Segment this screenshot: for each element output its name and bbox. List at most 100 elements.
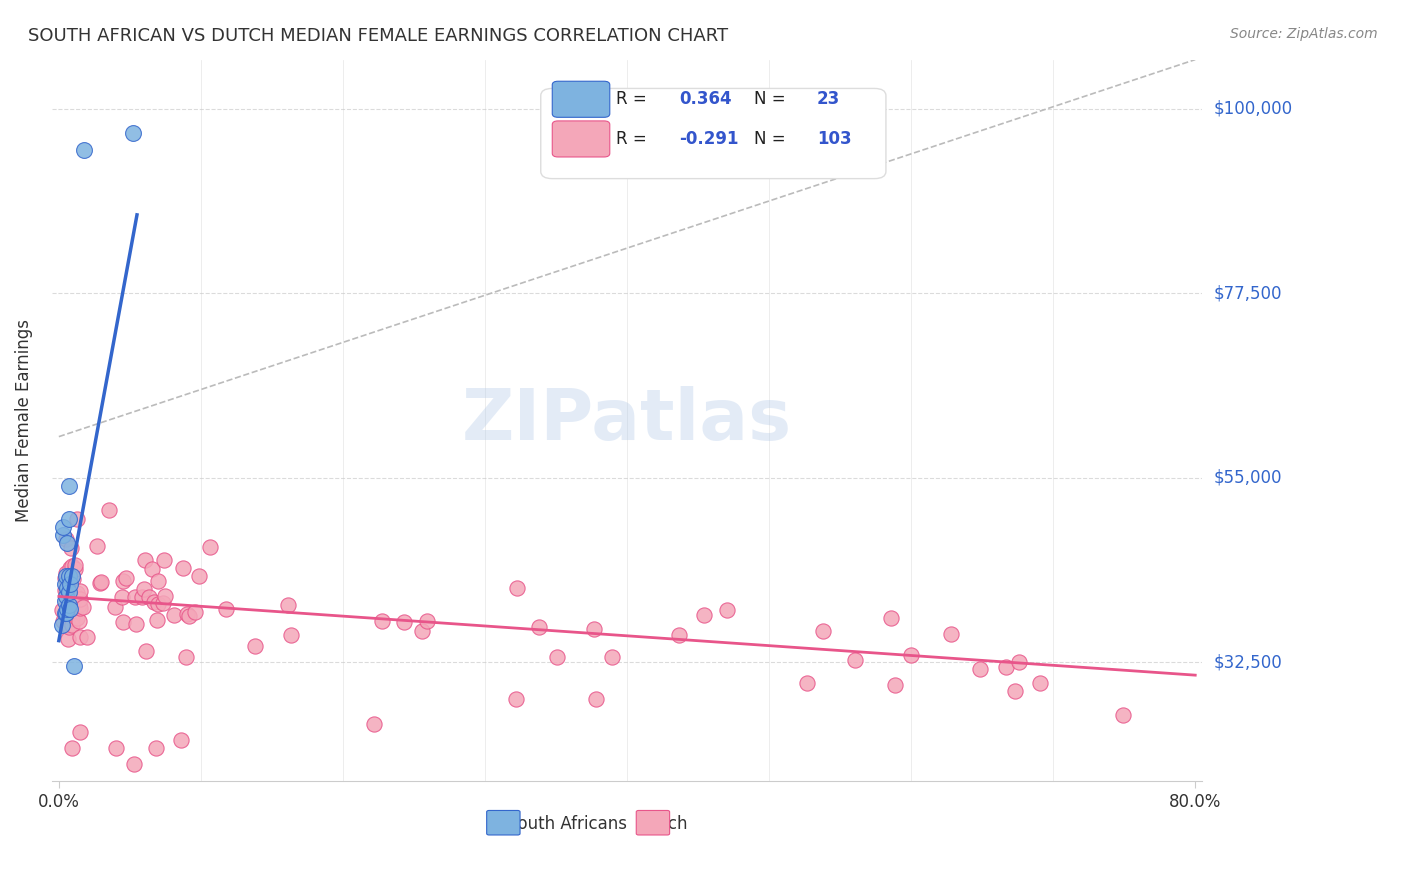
Text: $32,500: $32,500 <box>1213 653 1282 671</box>
Point <box>67 614 90 628</box>
Point <box>60 741 83 756</box>
Point <box>76 630 98 644</box>
Point <box>153 552 176 566</box>
Point <box>56 632 79 647</box>
Point <box>51 603 73 617</box>
Point <box>146 613 169 627</box>
FancyBboxPatch shape <box>541 88 886 178</box>
Point <box>59 561 82 575</box>
Point <box>135 644 157 658</box>
Point <box>98 503 121 517</box>
Point <box>124 757 146 772</box>
Point <box>121 127 143 141</box>
Point <box>58 569 80 583</box>
Point <box>163 607 186 622</box>
Point <box>66 586 89 600</box>
Point <box>411 624 433 638</box>
Point <box>58 620 80 634</box>
Point <box>51 618 73 632</box>
Point <box>844 653 866 667</box>
Point <box>134 582 156 597</box>
Point <box>63 562 86 576</box>
Point <box>56 581 79 595</box>
Point <box>62 572 84 586</box>
Point <box>66 611 89 625</box>
Point <box>58 585 80 599</box>
Point <box>73 143 96 157</box>
Point <box>174 649 197 664</box>
Text: N =: N = <box>754 130 790 148</box>
Point <box>58 606 80 620</box>
Point <box>53 577 76 591</box>
Point <box>55 606 77 620</box>
Point <box>880 611 903 625</box>
Point <box>416 614 439 628</box>
Text: 23: 23 <box>817 90 841 108</box>
Point <box>693 608 716 623</box>
Point <box>583 622 606 636</box>
Point <box>56 536 79 550</box>
Point <box>941 626 963 640</box>
Point <box>86 540 108 554</box>
Point <box>796 675 818 690</box>
Text: R =: R = <box>616 130 651 148</box>
Point <box>56 601 79 615</box>
Text: -0.291: -0.291 <box>679 130 738 148</box>
Point <box>112 574 135 589</box>
Point <box>52 520 75 534</box>
Point <box>1029 675 1052 690</box>
Point <box>811 624 834 638</box>
Point <box>53 571 76 585</box>
Point <box>170 732 193 747</box>
Point <box>153 589 176 603</box>
Point <box>60 598 83 612</box>
Point <box>55 566 77 580</box>
Point <box>245 639 267 653</box>
Point <box>142 595 165 609</box>
Point <box>505 692 527 706</box>
Point <box>59 601 82 615</box>
FancyBboxPatch shape <box>486 811 520 835</box>
Point <box>215 601 238 615</box>
Point <box>59 570 82 584</box>
Text: $100,000: $100,000 <box>1213 100 1292 118</box>
Point <box>141 562 163 576</box>
Point <box>60 569 83 583</box>
Point <box>59 577 82 591</box>
Point <box>172 561 194 575</box>
Point <box>104 741 127 756</box>
Point <box>58 598 80 612</box>
Point <box>994 660 1017 674</box>
Point <box>280 628 302 642</box>
Point <box>60 541 83 556</box>
Point <box>969 662 991 676</box>
Point <box>66 511 89 525</box>
Point <box>363 716 385 731</box>
Text: $55,000: $55,000 <box>1213 468 1282 487</box>
Point <box>506 581 529 595</box>
Point <box>63 588 86 602</box>
Point <box>69 724 91 739</box>
Point <box>55 590 77 604</box>
Text: 103: 103 <box>817 130 852 148</box>
Point <box>131 591 153 605</box>
Point <box>546 649 568 664</box>
Point <box>146 574 169 588</box>
Point <box>148 598 170 612</box>
Point <box>89 575 111 590</box>
Point <box>392 615 415 629</box>
Point <box>58 511 80 525</box>
Point <box>371 614 394 628</box>
Point <box>53 593 76 607</box>
FancyBboxPatch shape <box>637 811 669 835</box>
FancyBboxPatch shape <box>553 121 610 157</box>
Point <box>152 596 174 610</box>
Text: $77,500: $77,500 <box>1213 285 1282 302</box>
Point <box>69 584 91 599</box>
Point <box>55 569 77 583</box>
Text: South Africans: South Africans <box>508 815 627 833</box>
Point <box>52 528 75 542</box>
Text: SOUTH AFRICAN VS DUTCH MEDIAN FEMALE EARNINGS CORRELATION CHART: SOUTH AFRICAN VS DUTCH MEDIAN FEMALE EAR… <box>28 27 728 45</box>
Y-axis label: Median Female Earnings: Median Female Earnings <box>15 318 32 522</box>
Point <box>198 541 221 555</box>
